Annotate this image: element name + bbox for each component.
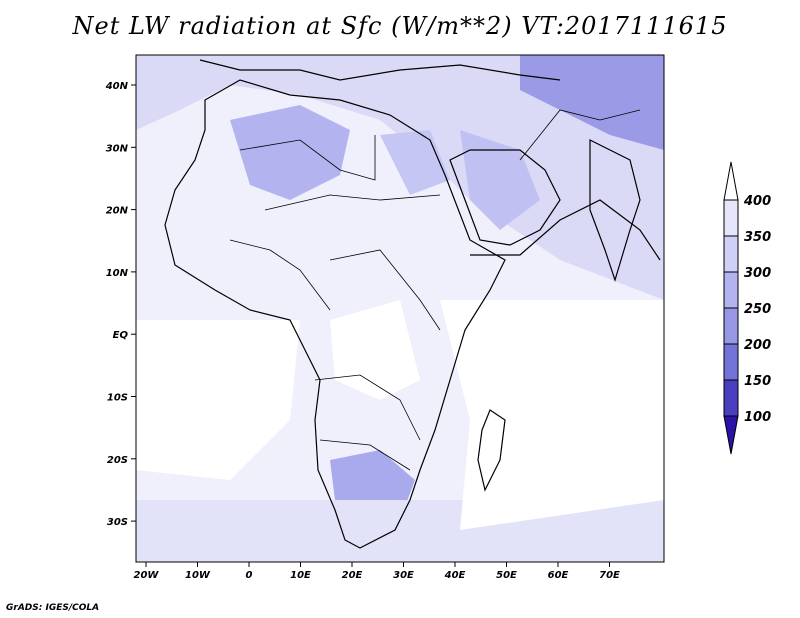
coastlines: [164, 59, 661, 549]
border-central: [329, 249, 441, 331]
x-tick-label: 10E: [290, 570, 311, 581]
indian-clear: [440, 300, 664, 530]
y-tick-label: 40N: [105, 81, 129, 92]
colorbar-bottom-arrow: [723, 415, 739, 455]
colorbar-label: 350: [744, 230, 771, 245]
x-tick-label: 70E: [599, 570, 620, 581]
colorbar-segment: [723, 307, 739, 345]
border-north: [239, 135, 376, 181]
grads-credit: GrADS: IGES/COLA: [6, 603, 100, 613]
y-tick-label: 10N: [106, 268, 129, 279]
colorbar-label: 100: [744, 410, 771, 425]
x-tick-label: 0: [246, 570, 253, 581]
map-title: Net LW radiation at Sfc (W/m**2) VT:2017…: [72, 12, 728, 40]
colorbar-segment: [723, 271, 739, 309]
country-borders: [229, 109, 641, 471]
border-southern: [319, 439, 411, 471]
north-shading: [136, 55, 664, 300]
map-frame: [135, 54, 665, 563]
y-axis: 40N 30N 20N 10N EQ 10S 20S 30S: [105, 81, 136, 528]
y-tick-label: 20N: [106, 206, 129, 217]
africa-coastline: [164, 79, 506, 549]
y-tick-label: 30S: [107, 517, 128, 528]
x-tick-label: 10W: [185, 570, 211, 581]
colorbar-label: 200: [744, 338, 771, 353]
y-tick-label: 30N: [106, 143, 129, 154]
colorbar-label: 400: [743, 194, 771, 209]
border-south-central: [314, 374, 421, 441]
arabian-peninsula: [449, 149, 561, 246]
madagascar-coast: [477, 409, 506, 492]
india-coast: [589, 139, 641, 282]
colorbar-label: 150: [744, 374, 771, 389]
congo-clear: [330, 300, 420, 400]
colorbar-segment: [723, 235, 739, 273]
y-tick-label: EQ: [113, 330, 129, 341]
arabia-coast: [470, 199, 661, 261]
colorbar-label: 300: [744, 266, 771, 281]
colorbar: 400 350 300 250 200 150 100: [723, 161, 771, 455]
x-tick-label: 30E: [393, 570, 414, 581]
atlantic-clear: [136, 320, 300, 480]
europe-coast: [199, 59, 561, 81]
colorbar-segment: [723, 199, 739, 237]
arabia-shading: [460, 130, 540, 230]
sahara-shading: [230, 105, 350, 200]
border-sahel: [264, 194, 441, 211]
asia-high-shading: [520, 55, 664, 150]
x-axis: 20W 10W 0 10E 20E 30E 40E 50E 60E 70E: [134, 562, 620, 581]
x-tick-label: 40E: [444, 570, 466, 581]
colorbar-top-arrow: [723, 161, 739, 201]
y-tick-label: 20S: [107, 455, 128, 466]
y-tick-label: 10S: [107, 393, 128, 404]
x-tick-label: 20E: [342, 570, 363, 581]
colorbar-label: 250: [744, 302, 771, 317]
border-west: [229, 239, 331, 311]
radiation-field: [136, 55, 664, 562]
colorbar-segment: [723, 343, 739, 381]
border-asia: [519, 109, 641, 161]
x-tick-label: 50E: [496, 570, 517, 581]
colorbar-segment: [723, 379, 739, 417]
x-tick-label: 20W: [134, 570, 160, 581]
x-tick-label: 60E: [548, 570, 569, 581]
